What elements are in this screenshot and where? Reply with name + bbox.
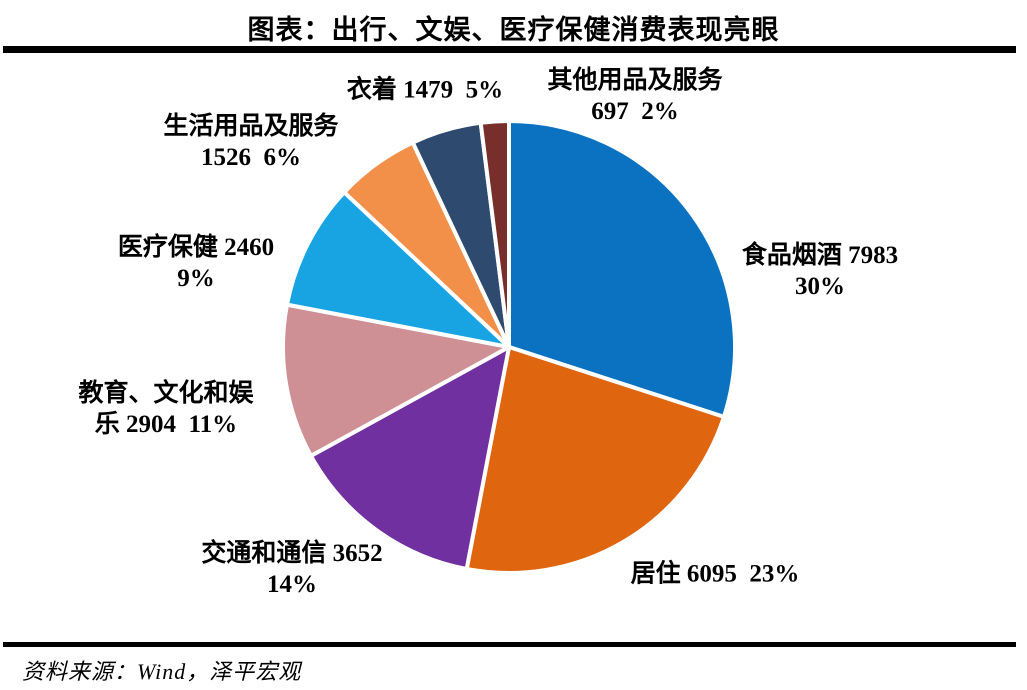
pie-label-2: 居住 6095 23% xyxy=(630,560,800,588)
pie-slice-4 xyxy=(281,302,511,458)
top-divider xyxy=(3,46,1016,53)
pie-label-7: 衣着 1479 5% xyxy=(346,76,504,104)
pie-slice-8 xyxy=(478,118,511,349)
pie-slice-2 xyxy=(464,345,726,575)
pie-label-1: 食品烟酒 7983 30% xyxy=(741,242,899,300)
pie-slice-1 xyxy=(507,119,737,419)
source-note: 资料来源：Wind，泽平宏观 xyxy=(22,659,302,684)
pie-slice-3 xyxy=(308,345,511,571)
pie-label-3: 交通和通信 3652 14% xyxy=(201,540,383,598)
pie-slice-5 xyxy=(285,190,511,349)
pie-label-5: 医疗保健 2460 9% xyxy=(117,234,275,292)
bottom-divider xyxy=(3,642,1016,647)
pie-label-4: 教育、文化和娱乐 2904 11% xyxy=(78,380,254,438)
chart-title: 图表：出行、文娱、医疗保健消费表现亮眼 xyxy=(247,15,780,45)
pie-label-6: 生活用品及服务 1526 6% xyxy=(163,113,339,171)
pie-label-8: 其他用品及服务 697 2% xyxy=(547,67,723,125)
